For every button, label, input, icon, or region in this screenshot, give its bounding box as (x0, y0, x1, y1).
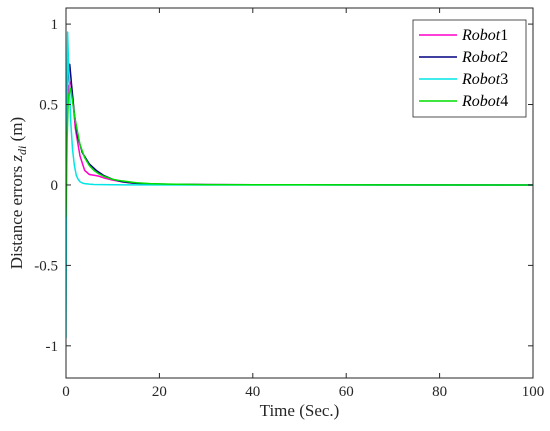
y-tick-label: 1 (51, 17, 59, 33)
y-axis-ticks: -1 -0.5 0 0.5 1 (34, 17, 533, 355)
x-axis-label: Time (Sec.) (260, 401, 340, 420)
y-axis-label-sub: di (15, 146, 29, 155)
x-tick-label: 80 (432, 384, 447, 400)
legend-label-robot1: Robot1 (461, 27, 508, 44)
y-axis-label-suffix: (m) (7, 117, 26, 146)
y-tick-label: -1 (46, 339, 59, 355)
x-tick-label: 40 (245, 384, 260, 400)
y-axis-label: Distance errors zdi (m) (7, 117, 29, 269)
x-tick-label: 0 (62, 384, 70, 400)
y-tick-label: 0 (51, 178, 59, 194)
plot-frame (65, 7, 534, 379)
y-axis-label-prefix: Distance errors (7, 162, 26, 270)
series-layer (66, 31, 533, 338)
legend-label-robot2: Robot2 (461, 49, 508, 66)
series-line-robot4 (66, 87, 533, 218)
x-tick-label: 20 (152, 384, 167, 400)
x-axis-ticks: 0 20 40 60 80 100 (62, 8, 544, 400)
x-tick-label: 60 (339, 384, 354, 400)
legend: Robot1 Robot2 Robot3 Robot4 (412, 19, 527, 118)
y-axis-label-var: z (7, 155, 26, 163)
x-tick-label: 100 (522, 384, 545, 400)
series-line-robot3 (66, 31, 533, 338)
legend-label-robot3: Robot3 (461, 71, 508, 88)
legend-label-robot4: Robot4 (461, 93, 508, 110)
y-tick-label: 0.5 (39, 98, 58, 114)
y-tick-label: -0.5 (34, 258, 58, 274)
